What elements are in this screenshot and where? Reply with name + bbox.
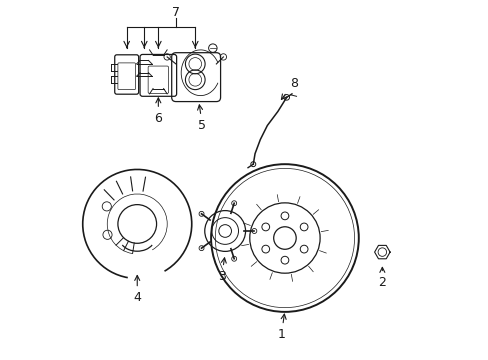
Text: 1: 1 bbox=[277, 314, 285, 341]
Text: 2: 2 bbox=[378, 267, 386, 289]
Text: 5: 5 bbox=[197, 105, 206, 132]
Text: 6: 6 bbox=[154, 98, 162, 125]
Text: 4: 4 bbox=[133, 275, 141, 304]
Text: 8: 8 bbox=[281, 77, 297, 99]
Text: 7: 7 bbox=[172, 6, 180, 19]
Text: 3: 3 bbox=[217, 258, 226, 283]
